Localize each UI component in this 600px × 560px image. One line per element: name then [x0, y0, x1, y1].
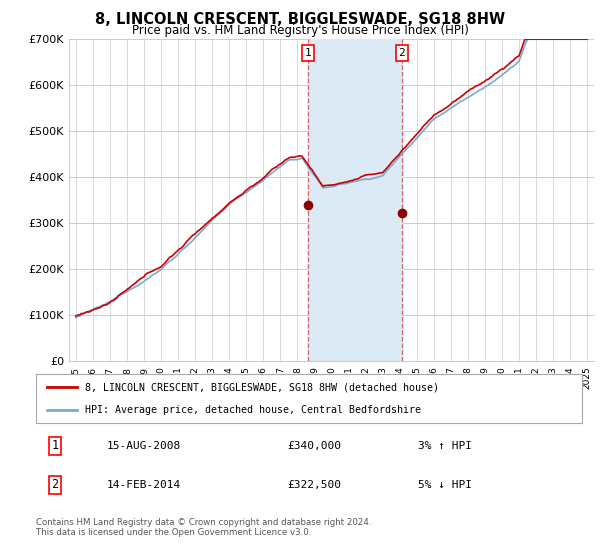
Text: £322,500: £322,500 — [287, 480, 341, 490]
Text: 8, LINCOLN CRESCENT, BIGGLESWADE, SG18 8HW: 8, LINCOLN CRESCENT, BIGGLESWADE, SG18 8… — [95, 12, 505, 27]
Text: 2: 2 — [398, 48, 405, 58]
Text: 15-AUG-2008: 15-AUG-2008 — [107, 441, 181, 451]
Text: 2: 2 — [52, 478, 59, 491]
Text: Price paid vs. HM Land Registry's House Price Index (HPI): Price paid vs. HM Land Registry's House … — [131, 24, 469, 36]
Text: 1: 1 — [305, 48, 311, 58]
Text: 8, LINCOLN CRESCENT, BIGGLESWADE, SG18 8HW (detached house): 8, LINCOLN CRESCENT, BIGGLESWADE, SG18 8… — [85, 382, 439, 393]
Text: Contains HM Land Registry data © Crown copyright and database right 2024.
This d: Contains HM Land Registry data © Crown c… — [36, 518, 371, 538]
Text: HPI: Average price, detached house, Central Bedfordshire: HPI: Average price, detached house, Cent… — [85, 405, 421, 416]
Bar — [308, 39, 402, 361]
Text: £340,000: £340,000 — [287, 441, 341, 451]
Text: 5% ↓ HPI: 5% ↓ HPI — [418, 480, 472, 490]
Text: 14-FEB-2014: 14-FEB-2014 — [107, 480, 181, 490]
Text: 1: 1 — [52, 439, 59, 452]
Text: 3% ↑ HPI: 3% ↑ HPI — [418, 441, 472, 451]
